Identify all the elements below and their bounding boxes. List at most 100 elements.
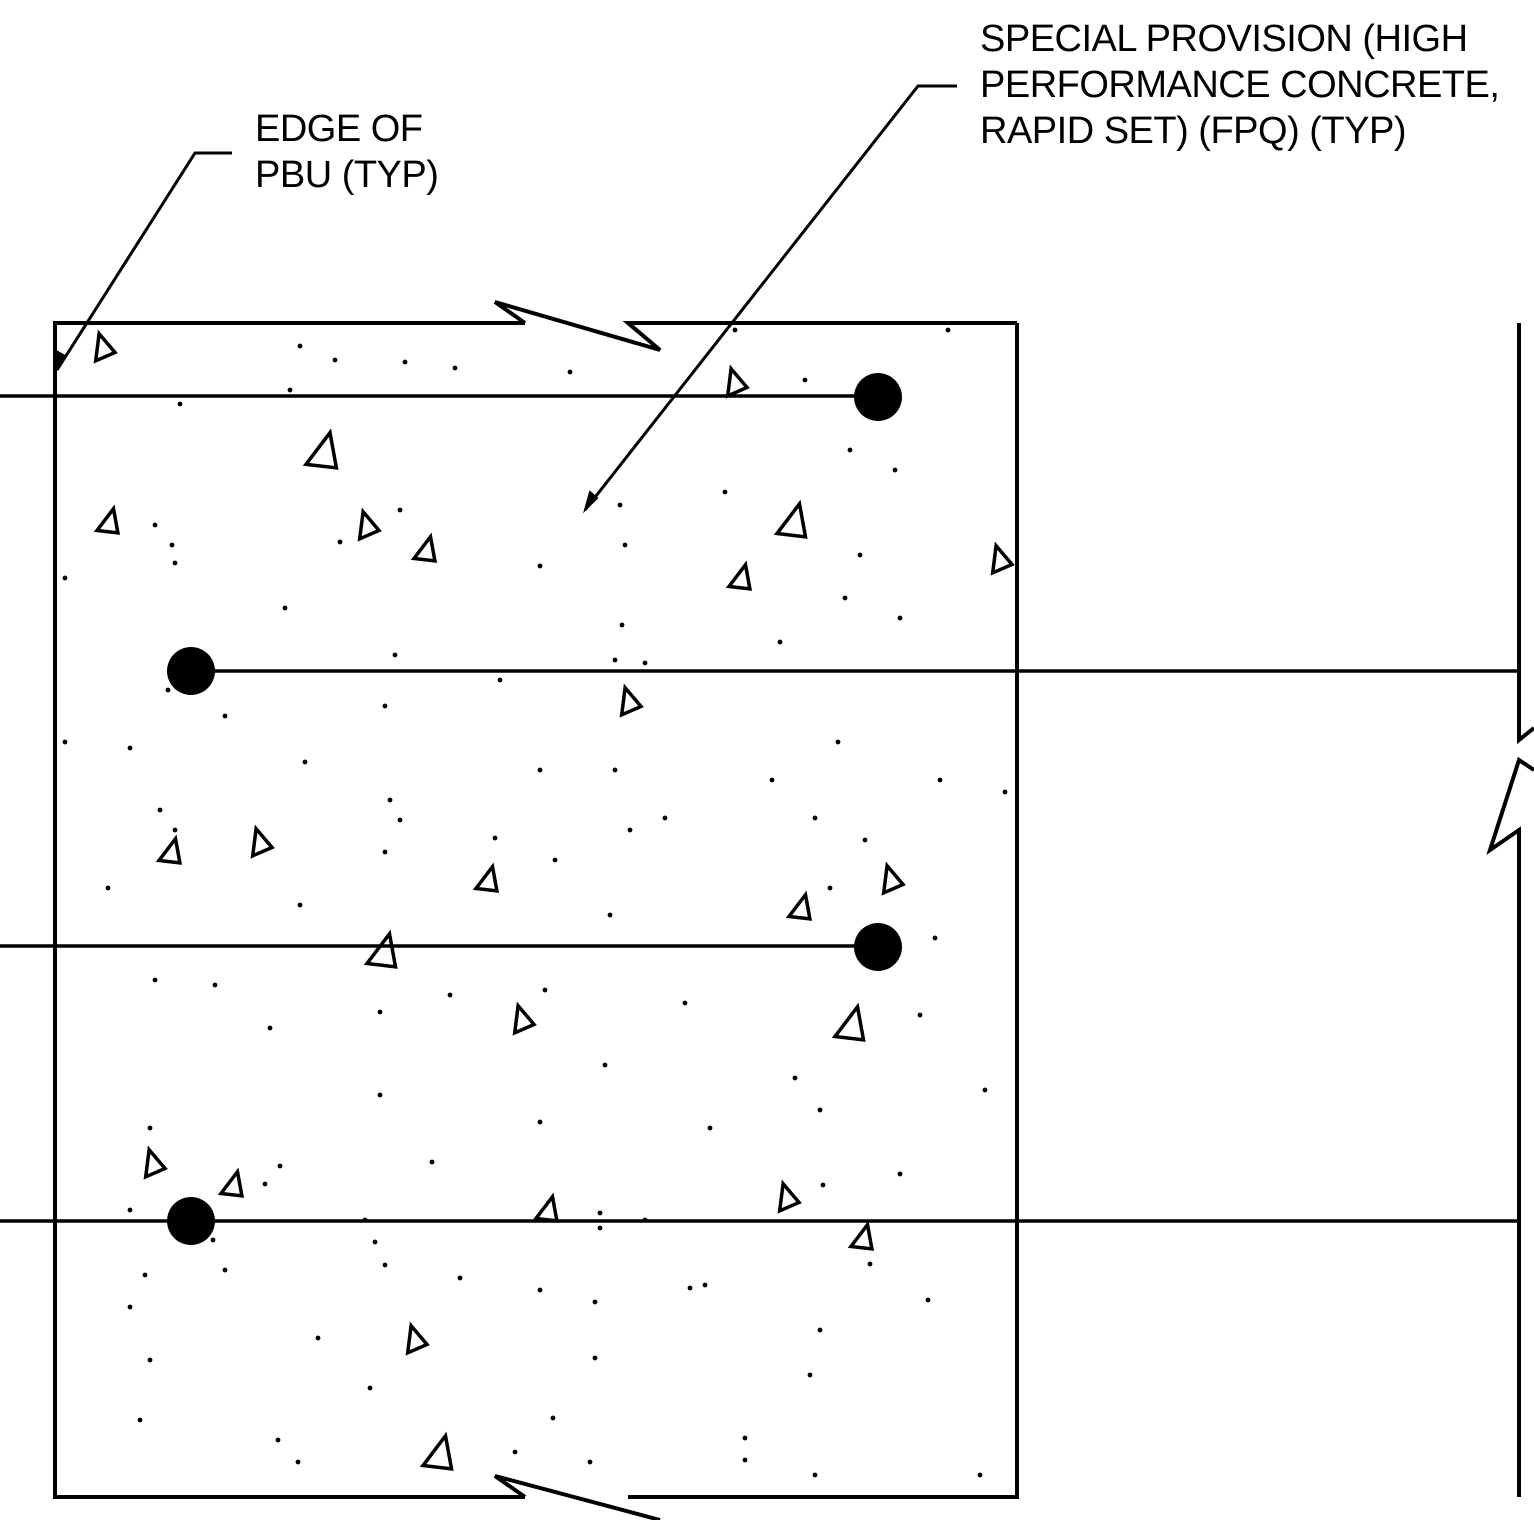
aggregate-triangle [725, 560, 753, 591]
aggregate-triangle [93, 504, 121, 535]
stipple-dot [597, 1210, 603, 1216]
stipple-dot [897, 1171, 903, 1177]
stipple-dot [742, 1457, 748, 1463]
stipple-dot [127, 745, 133, 751]
stipple-dot [932, 935, 938, 941]
edge-of-pbu-callout-line-2: PBU (TYP) [255, 154, 439, 196]
stipple-dot [62, 575, 68, 581]
stipple-dot [152, 522, 158, 528]
aggregate-triangle [143, 1145, 168, 1180]
stipple-dot [492, 835, 498, 841]
stipple-dot [792, 1075, 798, 1081]
stipple-dot [377, 1009, 383, 1015]
rebar-end-dot-1 [854, 373, 902, 421]
stipple-dot [937, 777, 943, 783]
aggregate-triangle [302, 428, 339, 470]
stipple-dot [429, 1159, 435, 1165]
stipple-dot [687, 1285, 693, 1291]
stipple-dot [287, 387, 293, 393]
stipple-dot [172, 827, 178, 833]
stipple-dot [297, 902, 303, 908]
stipple-dot [142, 1272, 148, 1278]
stipple-dot [627, 827, 633, 833]
stipple-dot [707, 1125, 713, 1131]
stipple-dot [945, 327, 951, 333]
stipple-dot [682, 1000, 688, 1006]
concrete-stipple-dots [62, 327, 1008, 1478]
stipple-dot [592, 1299, 598, 1305]
stipple-dot [982, 1087, 988, 1093]
stipple-dot [597, 1225, 603, 1231]
stipple-dot [817, 1107, 823, 1113]
aggregate-triangle [512, 1001, 537, 1036]
stipple-dot [537, 563, 543, 569]
stipple-dot [212, 982, 218, 988]
stipple-dot [977, 1472, 983, 1478]
stipple-dot [165, 687, 171, 693]
aggregate-triangle [831, 1002, 866, 1042]
stipple-dot [127, 1304, 133, 1310]
stipple-dot [702, 1282, 708, 1288]
aggregate-triangle [250, 824, 275, 859]
aggregate-triangle [419, 1431, 454, 1471]
aggregate-triangle [847, 1220, 875, 1251]
stipple-dot [537, 1119, 543, 1125]
stipple-dot [382, 849, 388, 855]
stipple-dot [537, 1287, 543, 1293]
stipple-dot [382, 703, 388, 709]
stipple-dot [222, 1267, 228, 1273]
stipple-dot [282, 605, 288, 611]
stipple-dot [742, 1435, 748, 1441]
aggregate-triangle [405, 1321, 430, 1356]
stipple-dot [812, 815, 818, 821]
rebar-end-dot-4 [167, 1197, 215, 1245]
stipple-dot [152, 977, 158, 983]
stipple-dot [807, 1372, 813, 1378]
special-provision-callout-line-2: PERFORMANCE CONCRETE, [980, 64, 1500, 106]
rebar-end-dot-3 [854, 923, 902, 971]
stipple-dot [315, 1335, 321, 1341]
stipple-dot [372, 1239, 378, 1245]
aggregate-triangle [410, 532, 438, 563]
stipple-dot [812, 1472, 818, 1478]
stipple-dot [210, 1237, 216, 1243]
stipple-dot [592, 1355, 598, 1361]
stipple-dot [769, 777, 775, 783]
stipple-dot [550, 1415, 556, 1421]
edge-of-pbu-callout: EDGE OF PBU (TYP) [255, 106, 439, 198]
stipple-dot [802, 377, 808, 383]
stipple-dot [382, 1262, 388, 1268]
special-provision-callout: SPECIAL PROVISION (HIGH PERFORMANCE CONC… [980, 16, 1500, 154]
aggregate-triangle [532, 1192, 560, 1223]
stipple-dot [862, 837, 868, 843]
aggregate-triangle [785, 890, 813, 921]
stipple-dot [867, 1261, 873, 1267]
aggregate-triangle [619, 683, 644, 718]
stipple-dot [847, 447, 853, 453]
stipple-dot [587, 1459, 593, 1465]
stipple-dot [817, 1327, 823, 1333]
aggregate-triangle [363, 929, 398, 969]
aggregate-triangle [990, 541, 1015, 576]
stipple-dot [457, 1275, 463, 1281]
stipple-dot [267, 1025, 273, 1031]
stipple-dot [607, 912, 613, 918]
stipple-dot [612, 657, 618, 663]
aggregate-triangle [725, 364, 750, 399]
stipple-dot [897, 615, 903, 621]
aggregate-triangle [155, 834, 183, 865]
stipple-dot [367, 1385, 373, 1391]
stipple-dot [275, 1437, 281, 1443]
stipple-dot [827, 885, 833, 891]
stipple-dot [617, 502, 623, 508]
special-provision-arrowhead [583, 490, 599, 514]
stipple-dot [137, 1417, 143, 1423]
stipple-dot [925, 1297, 931, 1303]
stipple-dot [552, 857, 558, 863]
stipple-dot [447, 992, 453, 998]
aggregate-triangle [357, 507, 382, 542]
stipple-dot [397, 817, 403, 823]
stipple-dot [892, 467, 898, 473]
aggregate-triangle [773, 499, 808, 539]
